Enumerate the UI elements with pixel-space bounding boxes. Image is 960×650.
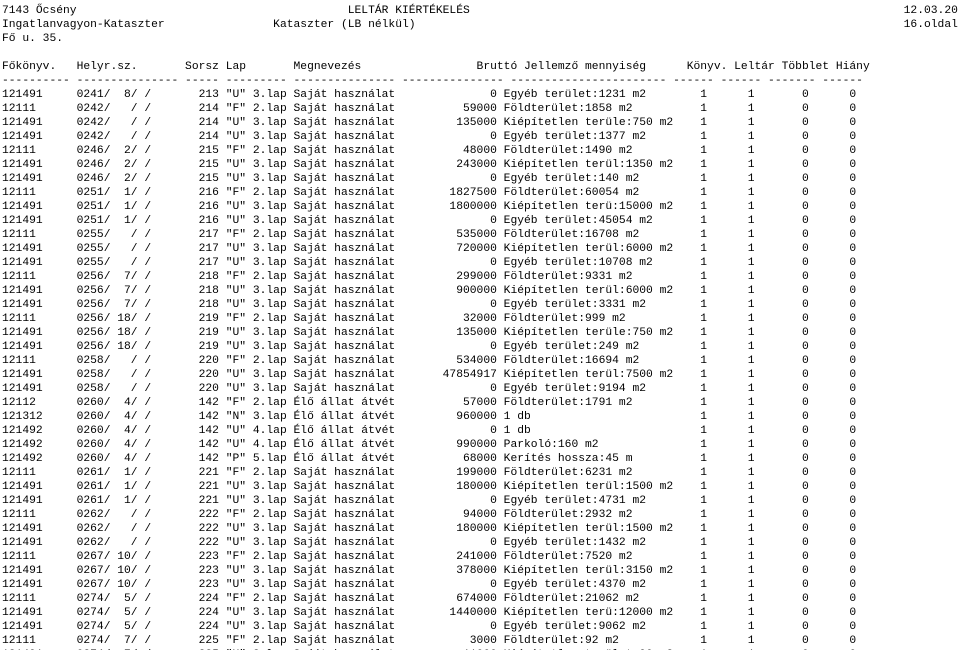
report-text: 7143 Őcsény LELTÁR KIÉRTÉKELÉS 12.03.20 … xyxy=(0,0,960,650)
